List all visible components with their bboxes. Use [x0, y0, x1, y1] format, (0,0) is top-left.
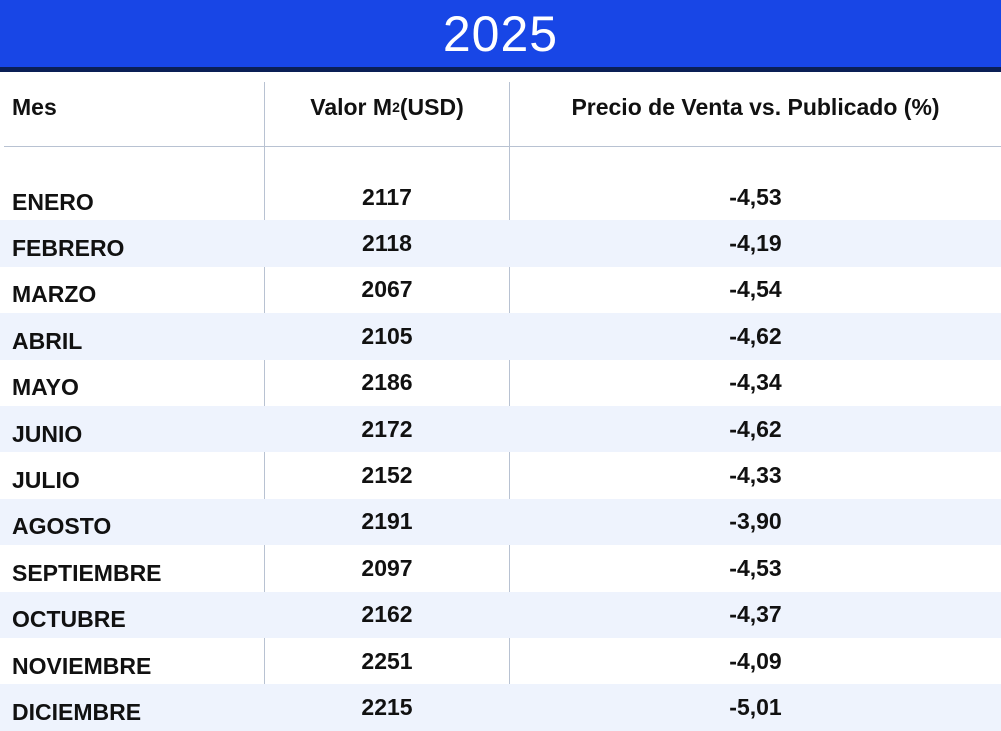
- table-row: MAYO 2186 -4,34: [0, 360, 1001, 406]
- table-row: ABRIL 2105 -4,62: [0, 313, 1001, 360]
- cell-valor: 2215: [361, 693, 413, 720]
- table-row: OCTUBRE 2162 -4,37: [0, 591, 1001, 638]
- table-row: NOVIEMBRE 2251 -4,09: [0, 638, 1001, 684]
- page-title: 2025: [442, 5, 559, 62]
- cell-precio: -4,33: [729, 462, 782, 489]
- cell-valor: 2251: [361, 647, 413, 674]
- cell-mes: FEBRERO: [12, 235, 125, 262]
- cell-valor: 2186: [361, 369, 413, 396]
- cell-mes: NOVIEMBRE: [12, 652, 152, 679]
- cell-precio: -4,09: [729, 647, 782, 674]
- cell-valor: 2117: [362, 183, 412, 210]
- table-body: ENERO 2117 -4,53 FEBRERO 2118 -4,19 MARZ…: [0, 174, 1001, 731]
- cell-valor: 2067: [361, 276, 413, 303]
- cell-precio: -4,54: [729, 276, 782, 303]
- cell-mes: MAYO: [12, 374, 79, 401]
- cell-precio: -4,62: [729, 322, 782, 349]
- cell-mes: SEPTIEMBRE: [12, 559, 162, 586]
- cell-valor: 2152: [361, 462, 413, 489]
- cell-mes: MARZO: [12, 281, 97, 308]
- header-precio: Precio de Venta vs. Publicado (%): [571, 93, 940, 120]
- title-bar: 2025: [0, 0, 1001, 72]
- cell-precio: -4,62: [729, 415, 782, 442]
- table-row: ENERO 2117 -4,53: [0, 174, 1001, 220]
- table-row: JUNIO 2172 -4,62: [0, 405, 1001, 453]
- cell-precio: -4,34: [729, 369, 782, 396]
- table-row: JULIO 2152 -4,33: [0, 452, 1001, 498]
- cell-mes: ENERO: [12, 188, 94, 215]
- cell-valor: 2162: [361, 601, 413, 628]
- cell-valor: 2118: [362, 230, 412, 257]
- cell-mes: AGOSTO: [12, 513, 112, 540]
- cell-precio: -4,19: [729, 230, 782, 257]
- cell-mes: DICIEMBRE: [12, 698, 142, 725]
- cell-valor: 2105: [361, 322, 413, 349]
- cell-precio: -4,37: [729, 601, 782, 628]
- cell-precio: -5,01: [729, 693, 782, 720]
- header-valor: Valor M 2 (USD): [264, 90, 510, 124]
- cell-mes: JUNIO: [12, 420, 83, 447]
- cell-valor: 2172: [361, 415, 413, 442]
- header-valor-prefix: Valor M: [310, 93, 393, 120]
- cell-mes: OCTUBRE: [12, 606, 126, 633]
- cell-precio: -3,90: [729, 508, 782, 535]
- cell-precio: -4,53: [729, 183, 782, 210]
- table-row: SEPTIEMBRE 2097 -4,53: [0, 545, 1001, 591]
- cell-valor: 2097: [361, 554, 413, 581]
- cell-valor: 2191: [361, 508, 413, 535]
- table-row: MARZO 2067 -4,54: [0, 267, 1001, 313]
- header-mes: Mes: [12, 93, 57, 120]
- cell-mes: JULIO: [12, 467, 80, 494]
- table-row: DICIEMBRE 2215 -5,01: [0, 684, 1001, 731]
- cell-mes: ABRIL: [12, 327, 83, 354]
- header-valor-sup: 2: [392, 99, 400, 115]
- table-row: AGOSTO 2191 -3,90: [0, 498, 1001, 546]
- header-valor-suffix: (USD): [399, 93, 464, 120]
- table-row: FEBRERO 2118 -4,19: [0, 220, 1001, 267]
- cell-precio: -4,53: [729, 554, 782, 581]
- header-divider: [4, 146, 1001, 147]
